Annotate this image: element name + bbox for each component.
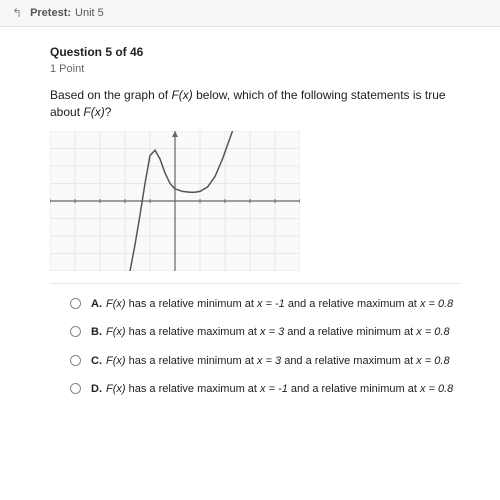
radio-c[interactable] xyxy=(70,355,81,366)
eq-italic: x = 0.8 xyxy=(420,383,453,395)
option-a-text: A.F(x) has a relative minimum at x = -1 … xyxy=(91,296,460,313)
prompt-part: ? xyxy=(105,105,112,119)
fx-italic: F(x) xyxy=(106,355,126,367)
option-part: has a relative minimum at xyxy=(126,355,257,367)
option-part: and a relative minimum at xyxy=(284,326,416,338)
option-c[interactable]: C. F(x) has a relative minimum at x = 3 a… xyxy=(70,353,460,370)
eq-italic: x = 0.8 xyxy=(416,355,449,367)
option-part: has a relative maximum at xyxy=(126,326,261,338)
question-points: 1 Point xyxy=(50,63,460,75)
question-number: Question 5 of 46 xyxy=(50,45,460,59)
option-d-text: D.F(x) has a relative maximum at x = -1 … xyxy=(91,381,460,398)
option-part: has a relative minimum at xyxy=(126,298,257,310)
back-icon[interactable]: ↰ xyxy=(12,6,22,20)
eq-italic: x = 3 xyxy=(257,355,281,367)
option-d[interactable]: D.F(x) has a relative maximum at x = -1 … xyxy=(70,381,460,398)
option-part: has a relative maximum at xyxy=(126,383,261,395)
option-part: and a relative maximum at xyxy=(281,355,416,367)
unit-label: Unit 5 xyxy=(75,7,104,19)
option-letter: C. xyxy=(91,355,102,367)
fx-italic: F(x) xyxy=(83,105,104,119)
function-graph xyxy=(50,131,300,271)
options-list: A.F(x) has a relative minimum at x = -1 … xyxy=(50,296,460,398)
radio-b[interactable] xyxy=(70,326,81,337)
question-prompt: Based on the graph of F(x) below, which … xyxy=(50,87,460,121)
eq-italic: x = 3 xyxy=(260,326,284,338)
fx-italic: F(x) xyxy=(106,383,126,395)
eq-italic: x = 0.8 xyxy=(420,298,453,310)
graph-container xyxy=(50,131,300,271)
option-b[interactable]: B. F(x) has a relative maximum at x = 3 a… xyxy=(70,324,460,341)
option-letter: A. xyxy=(91,298,102,310)
radio-d[interactable] xyxy=(70,383,81,394)
option-letter: B. xyxy=(91,326,102,338)
divider xyxy=(50,283,460,284)
eq-italic: x = -1 xyxy=(260,383,288,395)
option-part: and a relative maximum at xyxy=(285,298,420,310)
option-b-text: B. F(x) has a relative maximum at x = 3 a… xyxy=(91,324,460,341)
option-a[interactable]: A.F(x) has a relative minimum at x = -1 … xyxy=(70,296,460,313)
eq-italic: x = 0.8 xyxy=(416,326,449,338)
option-letter: D. xyxy=(91,383,102,395)
option-part: and a relative minimum at xyxy=(288,383,420,395)
pretest-label: Pretest: xyxy=(30,7,71,19)
fx-italic: F(x) xyxy=(106,298,126,310)
radio-a[interactable] xyxy=(70,298,81,309)
prompt-part: Based on the graph of xyxy=(50,88,171,102)
fx-italic: F(x) xyxy=(171,88,192,102)
fx-italic: F(x) xyxy=(106,326,126,338)
option-c-text: C. F(x) has a relative minimum at x = 3 a… xyxy=(91,353,460,370)
eq-italic: x = -1 xyxy=(257,298,285,310)
question-content: Question 5 of 46 1 Point Based on the gr… xyxy=(0,27,500,420)
header-bar: ↰ Pretest: Unit 5 xyxy=(0,0,500,27)
